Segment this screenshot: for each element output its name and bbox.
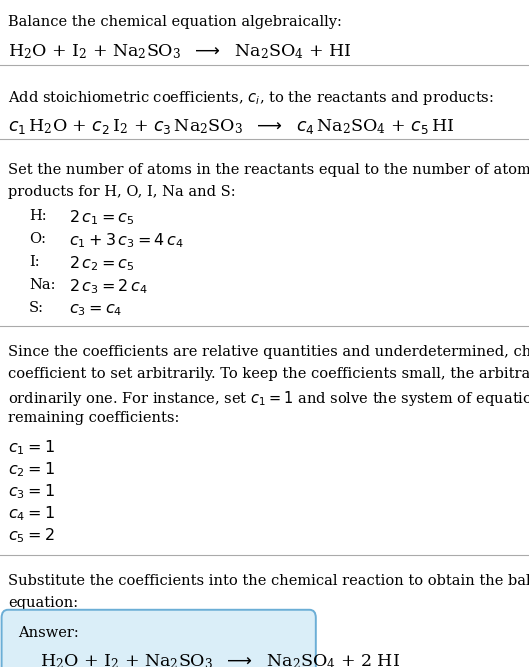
- Text: $c_3 = 1$: $c_3 = 1$: [8, 483, 54, 502]
- Text: Set the number of atoms in the reactants equal to the number of atoms in the: Set the number of atoms in the reactants…: [8, 163, 529, 177]
- Text: remaining coefficients:: remaining coefficients:: [8, 411, 179, 425]
- Text: Na:: Na:: [29, 277, 56, 291]
- Text: I:: I:: [29, 255, 40, 269]
- Text: $c_1\,\mathregular{H_2O}$ + $c_2\,\mathregular{I_2}$ + $c_3\,\mathregular{Na_2SO: $c_1\,\mathregular{H_2O}$ + $c_2\,\mathr…: [8, 117, 454, 135]
- Text: Since the coefficients are relative quantities and underdetermined, choose a: Since the coefficients are relative quan…: [8, 345, 529, 359]
- Text: Substitute the coefficients into the chemical reaction to obtain the balanced: Substitute the coefficients into the che…: [8, 574, 529, 588]
- Text: coefficient to set arbitrarily. To keep the coefficients small, the arbitrary va: coefficient to set arbitrarily. To keep …: [8, 367, 529, 381]
- Text: Balance the chemical equation algebraically:: Balance the chemical equation algebraica…: [8, 15, 342, 29]
- Text: equation:: equation:: [8, 596, 78, 610]
- Text: Add stoichiometric coefficients, $c_i$, to the reactants and products:: Add stoichiometric coefficients, $c_i$, …: [8, 89, 494, 107]
- Text: H:: H:: [29, 209, 47, 223]
- Text: O:: O:: [29, 231, 46, 245]
- Text: S:: S:: [29, 301, 44, 315]
- Text: $c_1 + 3\,c_3 = 4\,c_4$: $c_1 + 3\,c_3 = 4\,c_4$: [69, 231, 184, 250]
- Text: Answer:: Answer:: [19, 626, 79, 640]
- Text: $c_1 = 1$: $c_1 = 1$: [8, 439, 54, 458]
- FancyBboxPatch shape: [2, 610, 316, 667]
- Text: $2\,c_3 = 2\,c_4$: $2\,c_3 = 2\,c_4$: [69, 277, 148, 296]
- Text: $\mathregular{H_2O}$ + $\mathregular{I_2}$ + $\mathregular{Na_2SO_3}$  $\longrig: $\mathregular{H_2O}$ + $\mathregular{I_2…: [40, 652, 400, 667]
- Text: $c_3 = c_4$: $c_3 = c_4$: [69, 301, 122, 317]
- Text: $\mathregular{H_2O}$ + $\mathregular{I_2}$ + $\mathregular{Na_2SO_3}$  $\longrig: $\mathregular{H_2O}$ + $\mathregular{I_2…: [8, 43, 351, 61]
- Text: $2\,c_2 = c_5$: $2\,c_2 = c_5$: [69, 255, 134, 273]
- Text: $2\,c_1 = c_5$: $2\,c_1 = c_5$: [69, 209, 134, 227]
- Text: ordinarily one. For instance, set $c_1 = 1$ and solve the system of equations fo: ordinarily one. For instance, set $c_1 =…: [8, 389, 529, 408]
- Text: $c_5 = 2$: $c_5 = 2$: [8, 527, 54, 546]
- Text: $c_4 = 1$: $c_4 = 1$: [8, 505, 54, 524]
- Text: $c_2 = 1$: $c_2 = 1$: [8, 461, 54, 480]
- Text: products for H, O, I, Na and S:: products for H, O, I, Na and S:: [8, 185, 235, 199]
